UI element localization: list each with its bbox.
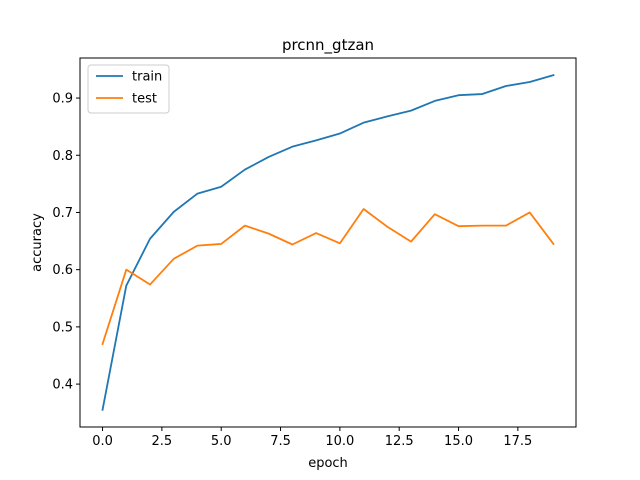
y-tick-label: 0.4 — [52, 378, 73, 393]
x-tick-label: 5.0 — [211, 434, 232, 449]
x-axis-label: epoch — [308, 456, 348, 471]
x-tick-label: 10.0 — [325, 434, 354, 449]
x-tick-label: 12.5 — [385, 434, 414, 449]
axes-frame — [79, 57, 577, 428]
x-tick-label: 15.0 — [444, 434, 473, 449]
y-tick-label: 0.9 — [52, 92, 73, 107]
legend-box — [87, 64, 170, 114]
x-tick-label: 17.5 — [503, 434, 532, 449]
x-tick-label: 0.0 — [92, 434, 113, 449]
legend-label-train: train — [132, 70, 162, 85]
series-line-test — [101, 208, 555, 346]
legend-label-test: test — [132, 92, 157, 107]
chart-title: prcnn_gtzan — [282, 36, 374, 55]
y-tick-label: 0.5 — [52, 320, 73, 335]
y-tick-label: 0.8 — [52, 149, 73, 164]
series-layer — [101, 74, 555, 411]
y-tick-label: 0.7 — [52, 206, 73, 221]
y-axis: 0.4 0.5 0.6 0.7 0.8 0.9 — [52, 92, 80, 393]
x-tick-label: 2.5 — [152, 434, 173, 449]
x-axis: 0.0 2.5 5.0 7.5 10.0 12.5 15.0 17.5 — [92, 427, 532, 449]
x-tick-label: 7.5 — [270, 434, 291, 449]
y-tick-label: 0.6 — [52, 263, 73, 278]
series-line-train — [101, 74, 555, 411]
legend: train test — [87, 64, 170, 114]
y-axis-label: accuracy — [30, 213, 45, 272]
